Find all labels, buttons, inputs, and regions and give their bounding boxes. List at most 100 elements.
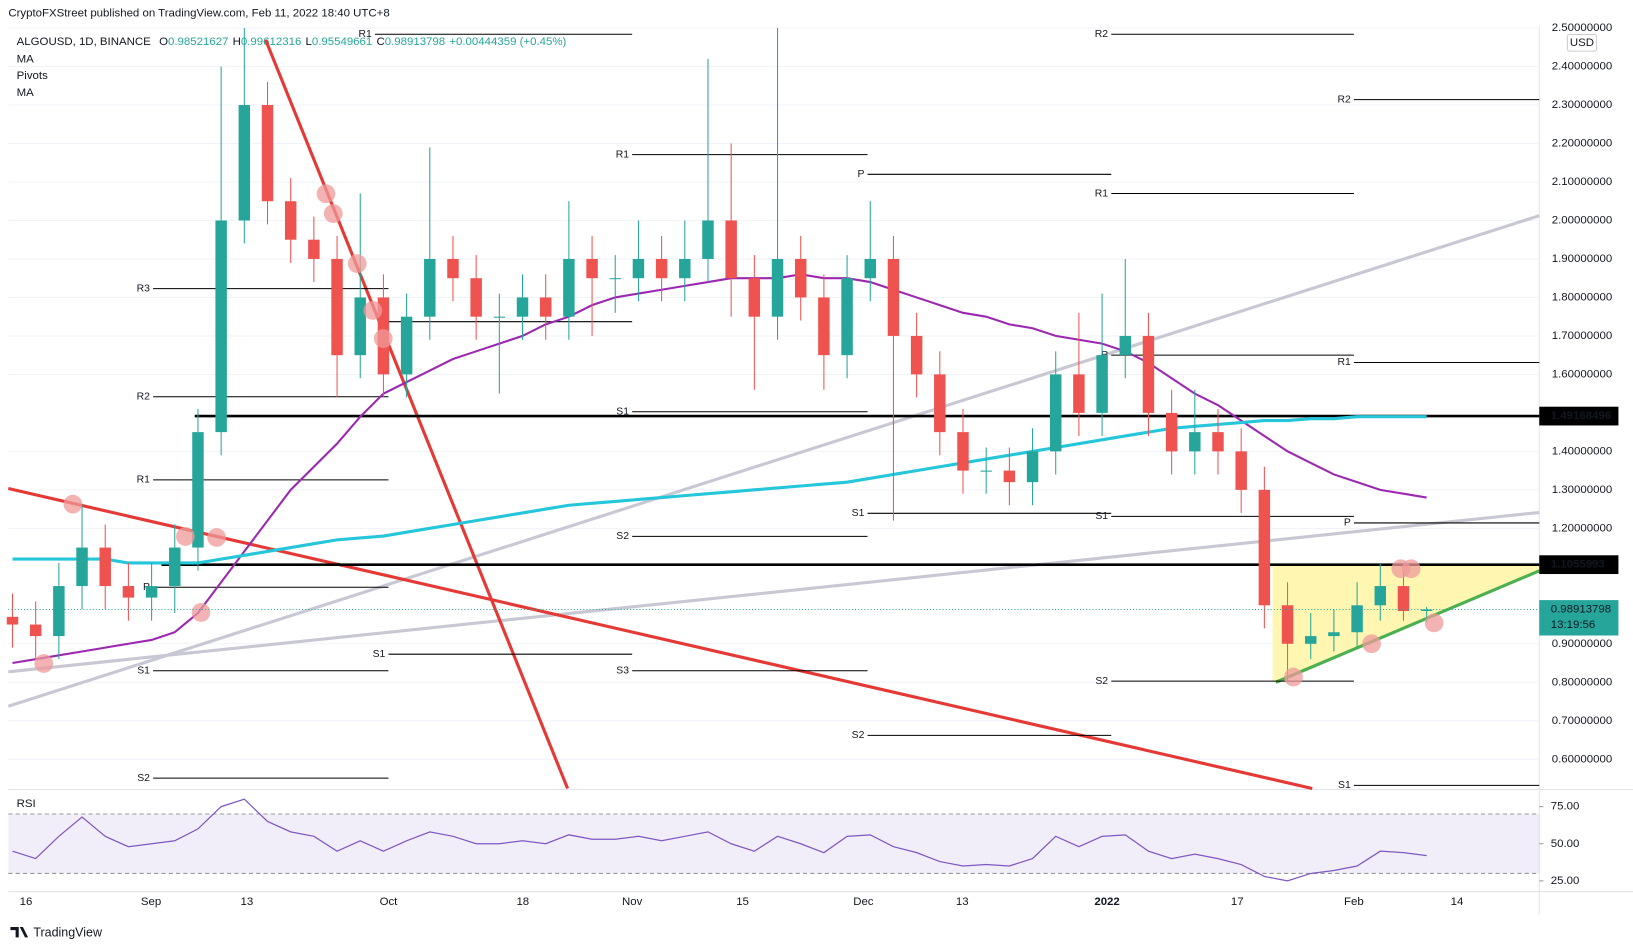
candle-body	[910, 335, 923, 375]
pivot-label: R2	[137, 391, 151, 402]
candle-body	[771, 258, 784, 317]
y-tick-label: 2.40000000	[1552, 61, 1612, 73]
publisher: CryptoFXStreet published on TradingView.…	[8, 8, 389, 20]
candle-body	[563, 258, 575, 317]
candle-body	[1281, 605, 1294, 644]
candle-body	[76, 547, 88, 587]
y-tick-label: 2.10000000	[1552, 176, 1612, 188]
pivot-label: S1	[1095, 511, 1108, 522]
y-tick-label: 2.50000000	[1552, 22, 1612, 34]
candle-body	[1165, 412, 1178, 452]
candle-body	[1351, 605, 1363, 633]
candle-body	[702, 220, 714, 259]
x-tick-label: Sep	[141, 896, 161, 908]
price-label: 0.98913798	[1551, 604, 1611, 616]
y-tick-label: 2.20000000	[1552, 138, 1612, 150]
candle-body	[725, 220, 737, 279]
candle-body	[679, 258, 691, 279]
rsi-band	[8, 814, 1540, 874]
candle-body	[794, 258, 807, 298]
highlight-circle	[191, 603, 211, 622]
y-tick-label: 0.60000000	[1552, 753, 1612, 765]
rsi-tick-label: 75.00	[1551, 801, 1580, 813]
candle-body	[53, 586, 65, 637]
candle-body	[331, 258, 343, 356]
header-value: L	[305, 36, 311, 48]
candle-body	[1026, 451, 1039, 483]
candle-body	[818, 297, 830, 356]
triangle-zone	[1272, 565, 1540, 683]
pivot-label: R2	[1337, 94, 1351, 105]
y-tick-label: 1.70000000	[1552, 330, 1612, 342]
y-tick-label: 1.40000000	[1552, 445, 1612, 457]
candle-body	[192, 432, 204, 548]
level-box	[1539, 555, 1619, 575]
candle-body	[238, 105, 251, 221]
candle-body	[586, 258, 598, 279]
candle-body	[1049, 374, 1062, 452]
y-tick-label: 1.80000000	[1552, 291, 1612, 303]
trend-line	[8, 510, 1540, 674]
x-tick-label: 17	[1231, 896, 1244, 908]
candle-body	[261, 105, 274, 202]
pivot-label: R2	[1095, 29, 1109, 40]
candle-body	[1189, 432, 1201, 452]
pivot-label: R1	[137, 475, 151, 486]
candle-body	[539, 297, 552, 317]
highlight-circle	[347, 254, 367, 273]
candle-body	[354, 297, 366, 356]
level-label: 1.49168496	[1551, 410, 1611, 422]
highlight-circle	[63, 494, 83, 514]
candle-body	[841, 278, 853, 356]
candle-body	[864, 258, 876, 279]
header-value: O	[159, 36, 168, 48]
highlight-circle	[316, 184, 336, 204]
candle-body	[632, 258, 645, 279]
trend-line	[1275, 569, 1540, 684]
pivot-label: S1	[616, 406, 629, 417]
pivot-label: R1	[616, 149, 630, 160]
currency: USD	[1570, 37, 1594, 49]
candle-body	[1235, 451, 1247, 490]
highlight-circle	[34, 654, 54, 673]
header-value: +0.00444359 (+0.45%)	[449, 36, 566, 48]
trend-line	[7, 214, 1540, 708]
candle-body	[957, 432, 969, 471]
candle-body	[1397, 586, 1410, 611]
highlight-circle	[1401, 559, 1421, 579]
candle-body	[887, 258, 900, 336]
indicator: MA	[17, 87, 35, 99]
rsi-tick-label: 25.00	[1551, 875, 1580, 887]
candle-body	[470, 278, 482, 317]
countdown: 13:19:56	[1551, 619, 1596, 631]
moving-average	[12, 415, 1427, 565]
brand: TradingView	[33, 926, 103, 940]
pivot-label: S1	[137, 665, 150, 676]
candle-body	[1305, 636, 1317, 644]
x-tick-label: Oct	[380, 896, 399, 908]
candle-body	[516, 297, 529, 317]
x-tick-label: Nov	[622, 896, 643, 908]
y-tick-label: 0.90000000	[1552, 638, 1612, 650]
x-tick-label: 18	[516, 896, 529, 908]
pivot-label: R3	[137, 283, 151, 294]
highlight-circle	[176, 527, 195, 546]
y-tick-label: 2.30000000	[1552, 99, 1612, 111]
candle-body	[1374, 586, 1387, 606]
x-tick-label: 14	[1451, 896, 1464, 908]
candle-body	[1003, 470, 1016, 483]
candle-body	[1420, 609, 1433, 611]
x-tick-label: 16	[20, 896, 33, 908]
pivot-label: R1	[1095, 188, 1109, 199]
candle-body	[1096, 355, 1108, 413]
rsi-title: RSI	[17, 798, 36, 810]
highlight-circle	[1284, 667, 1303, 687]
indicator: MA	[17, 53, 35, 65]
candle-body	[1212, 432, 1224, 452]
highlight-circle	[207, 528, 226, 547]
candle-body	[447, 258, 459, 279]
candle-body	[980, 470, 992, 472]
x-tick-label: 2022	[1094, 896, 1119, 908]
x-tick-label: 13	[240, 896, 253, 908]
